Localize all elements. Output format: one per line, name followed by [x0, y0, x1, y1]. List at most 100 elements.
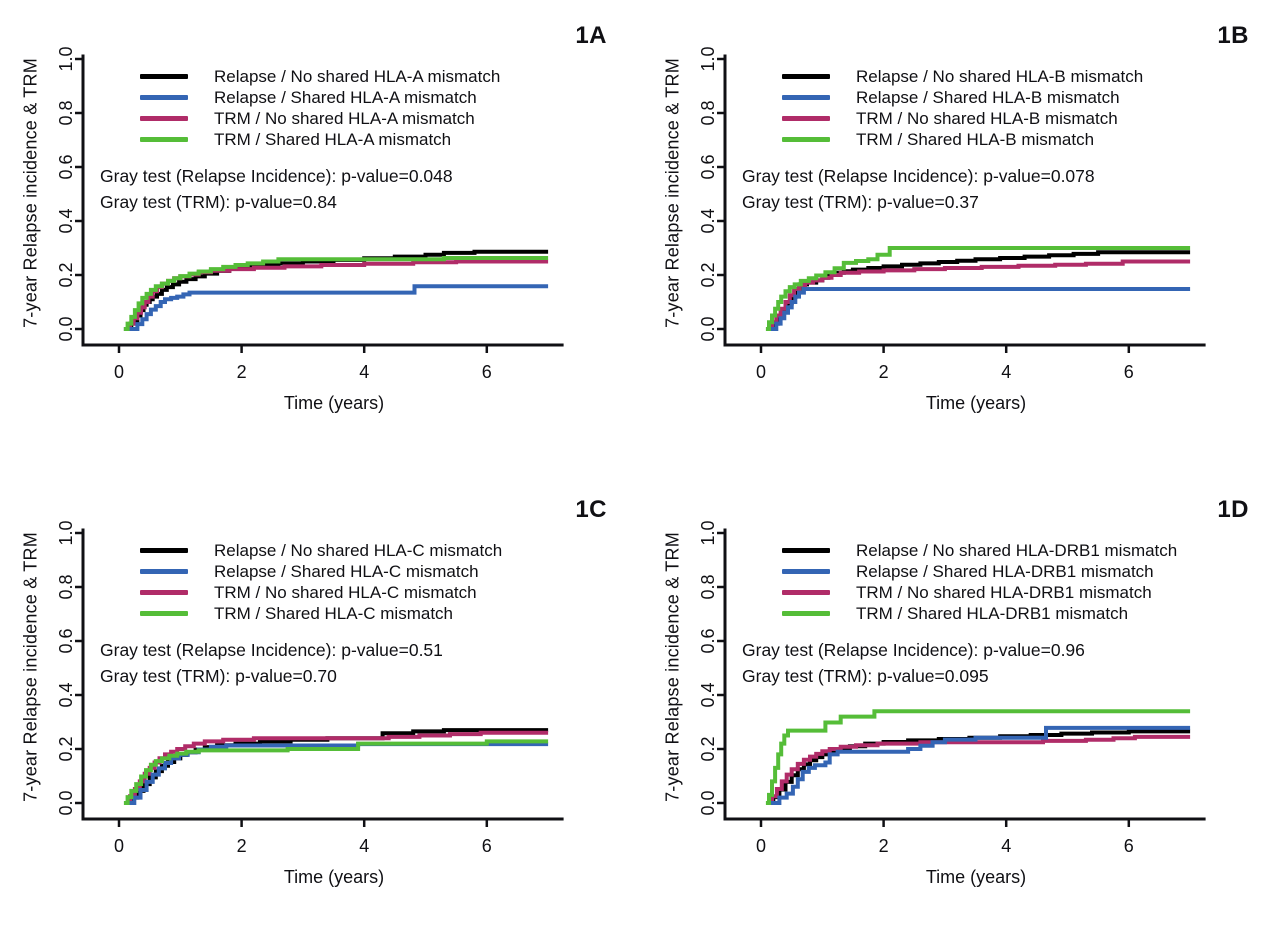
legend: Relapse / No shared HLA-C mismatch Relap… [140, 540, 502, 624]
legend-line-swatch [782, 569, 830, 574]
legend-item-label: Relapse / Shared HLA-DRB1 mismatch [856, 561, 1154, 581]
legend-item: TRM / Shared HLA-A mismatch [140, 129, 500, 150]
axes [723, 54, 1206, 347]
panel-1c: 0 2 4 6 0.0 0.2 0.4 0.6 0.8 1.0 7-year Relapse in… [0, 461, 642, 922]
y-tick-label: 0.6 [56, 628, 76, 653]
y-tick-label: 0.0 [56, 316, 76, 341]
legend-item: TRM / No shared HLA-DRB1 mismatch [782, 582, 1177, 603]
legend-item: Relapse / No shared HLA-A mismatch [140, 66, 500, 87]
gray-test-trm-text: Gray test (TRM): p-value=0.70 [100, 666, 337, 686]
series-line-relapse_shared [770, 725, 1191, 805]
panel-1a-inner: 0 2 4 6 0.0 0.2 0.4 0.6 0.8 1.0 7-year Relapse in… [0, 0, 642, 461]
panel-1b-inner: 0 2 4 6 0.0 0.2 0.4 0.6 0.8 1.0 7-year Relapse in… [642, 0, 1284, 461]
panel-1a: 0 2 4 6 0.0 0.2 0.4 0.6 0.8 1.0 7-year Relapse in… [0, 0, 642, 461]
y-tick-label: 1.0 [698, 46, 718, 71]
x-tick-label: 2 [237, 836, 247, 856]
legend-item-label: TRM / No shared HLA-B mismatch [856, 108, 1118, 128]
x-tick-label: 4 [1001, 836, 1011, 856]
panel-1d-inner: 0 2 4 6 0.0 0.2 0.4 0.6 0.8 1.0 7-year Relapse in… [642, 474, 1284, 935]
legend-item-label: Relapse / No shared HLA-B mismatch [856, 66, 1144, 86]
panel-title: 1C [575, 496, 607, 523]
series-line-trm_shared [123, 256, 549, 331]
legend-line-swatch [140, 95, 188, 100]
legend-item-label: TRM / Shared HLA-B mismatch [856, 129, 1095, 149]
series-line-relapse_no_shared [125, 728, 549, 805]
series-line-relapse_shared [126, 284, 549, 331]
legend-item-label: TRM / No shared HLA-A mismatch [214, 108, 475, 128]
y-axis-title: 7-year Relapse incidence & TRM [20, 532, 41, 802]
x-tick-label: 0 [756, 362, 766, 382]
legend-item-label: TRM / No shared HLA-C mismatch [214, 582, 477, 602]
y-tick-label: 0.2 [698, 262, 718, 287]
series-line-trm_shared [765, 246, 1191, 331]
y-tick-label: 0.8 [698, 100, 718, 125]
chart-canvas-1d: 0 2 4 6 0.0 0.2 0.4 0.6 0.8 1.0 [698, 520, 1206, 856]
legend-item: TRM / No shared HLA-B mismatch [782, 108, 1143, 129]
y-tick-label: 0.0 [698, 316, 718, 341]
legend-item-label: TRM / Shared HLA-DRB1 mismatch [856, 603, 1129, 623]
legend-item-label: TRM / Shared HLA-A mismatch [214, 129, 452, 149]
gray-test-trm-text: Gray test (TRM): p-value=0.095 [742, 666, 989, 686]
y-tick-label: 0.6 [56, 154, 76, 179]
x-tick-label: 6 [482, 362, 492, 382]
legend-line-swatch [140, 611, 188, 616]
legend-item: Relapse / No shared HLA-B mismatch [782, 66, 1143, 87]
chart-canvas-1b: 0 2 4 6 0.0 0.2 0.4 0.6 0.8 1.0 [698, 46, 1206, 382]
x-tick-label: 0 [756, 836, 766, 856]
legend-item: TRM / No shared HLA-A mismatch [140, 108, 500, 129]
legend: Relapse / No shared HLA-A mismatch Relap… [140, 66, 500, 150]
legend-line-swatch [140, 569, 188, 574]
legend-line-swatch [782, 137, 830, 142]
y-axis-title: 7-year Relapse incidence & TRM [662, 532, 683, 802]
legend-line-swatch [140, 116, 188, 121]
legend-item-label: Relapse / Shared HLA-B mismatch [856, 87, 1120, 107]
x-tick-label: 6 [482, 836, 492, 856]
axes [723, 528, 1206, 821]
series-line-trm_shared [123, 739, 549, 805]
x-axis-title: Time (years) [925, 393, 1027, 413]
legend: Relapse / No shared HLA-DRB1 mismatch Re… [782, 540, 1177, 624]
axes [81, 54, 564, 347]
legend-line-swatch [782, 95, 830, 100]
y-tick-label: 0.0 [698, 790, 718, 815]
y-tick-label: 0.4 [698, 208, 718, 233]
gray-test-relapse-text: Gray test (Relapse Incidence): p-value=0… [742, 640, 1085, 660]
y-tick-label: 0.4 [56, 208, 76, 233]
legend-item: TRM / Shared HLA-C mismatch [140, 603, 502, 624]
x-tick-label: 4 [359, 362, 369, 382]
legend-line-swatch [140, 548, 188, 553]
legend: Relapse / No shared HLA-B mismatch Relap… [782, 66, 1143, 150]
legend-line-swatch [782, 74, 830, 79]
legend-line-swatch [782, 548, 830, 553]
y-axis-title: 7-year Relapse incidence & TRM [662, 58, 683, 328]
x-tick-label: 4 [1001, 362, 1011, 382]
chart-canvas-1c: 0 2 4 6 0.0 0.2 0.4 0.6 0.8 1.0 [56, 520, 564, 856]
legend-line-swatch [782, 116, 830, 121]
legend-item-label: Relapse / Shared HLA-A mismatch [214, 87, 477, 107]
panel-1b: 0 2 4 6 0.0 0.2 0.4 0.6 0.8 1.0 7-year Relapse in… [642, 0, 1284, 461]
gray-test-relapse-text: Gray test (Relapse Incidence): p-value=0… [100, 640, 443, 660]
x-tick-label: 2 [879, 836, 889, 856]
series-line-trm_no_shared [767, 259, 1191, 331]
x-tick-label: 6 [1124, 836, 1134, 856]
legend-line-swatch [140, 590, 188, 595]
gray-test-trm-text: Gray test (TRM): p-value=0.84 [100, 192, 337, 212]
series-line-trm_no_shared [767, 734, 1191, 805]
panel-title: 1A [575, 22, 607, 49]
series-line-trm_shared [765, 709, 1191, 805]
axes [81, 528, 564, 821]
x-tick-label: 2 [237, 362, 247, 382]
legend-item: Relapse / No shared HLA-DRB1 mismatch [782, 540, 1177, 561]
legend-item: Relapse / No shared HLA-C mismatch [140, 540, 502, 561]
y-tick-label: 1.0 [56, 520, 76, 545]
legend-item: Relapse / Shared HLA-DRB1 mismatch [782, 561, 1177, 582]
panel-title: 1B [1217, 22, 1249, 49]
chart-canvas-1a: 0 2 4 6 0.0 0.2 0.4 0.6 0.8 1.0 [56, 46, 564, 382]
legend-item-label: Relapse / No shared HLA-A mismatch [214, 66, 501, 86]
legend-item-label: Relapse / Shared HLA-C mismatch [214, 561, 479, 581]
legend-line-swatch [140, 74, 188, 79]
legend-item-label: TRM / Shared HLA-C mismatch [214, 603, 453, 623]
y-tick-label: 0.2 [698, 736, 718, 761]
series-line-relapse_shared [770, 287, 1191, 331]
y-tick-label: 0.2 [56, 262, 76, 287]
